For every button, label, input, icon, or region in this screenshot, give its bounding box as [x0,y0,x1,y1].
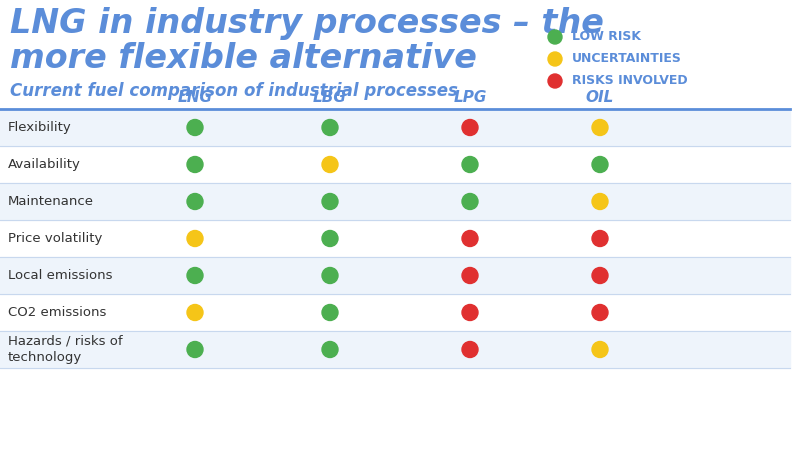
Circle shape [592,342,608,358]
Bar [0,257,790,294]
Circle shape [462,157,478,172]
Circle shape [462,268,478,283]
Circle shape [187,120,203,136]
Circle shape [322,268,338,283]
Circle shape [548,52,562,66]
Circle shape [462,120,478,136]
Text: Flexibility: Flexibility [8,121,72,134]
Bar [0,183,790,220]
Text: LBG: LBG [313,90,347,105]
Circle shape [592,193,608,209]
Text: LNG in industry processes – the: LNG in industry processes – the [10,7,604,40]
Text: CO2 emissions: CO2 emissions [8,306,106,319]
Circle shape [322,120,338,136]
Text: Local emissions: Local emissions [8,269,113,282]
Text: Price volatility: Price volatility [8,232,102,245]
Text: more flexible alternative: more flexible alternative [10,42,477,75]
Text: LOW RISK: LOW RISK [572,30,641,44]
Bar [0,331,790,368]
Circle shape [322,193,338,209]
Circle shape [592,120,608,136]
Circle shape [592,157,608,172]
Text: UNCERTAINTIES: UNCERTAINTIES [572,52,682,66]
Circle shape [462,193,478,209]
Circle shape [187,193,203,209]
Circle shape [322,231,338,247]
Circle shape [592,231,608,247]
Circle shape [592,268,608,283]
Text: OIL: OIL [586,90,614,105]
Text: Availability: Availability [8,158,81,171]
Text: Current fuel comparison of industrial processes: Current fuel comparison of industrial pr… [10,82,458,100]
Circle shape [548,74,562,88]
Text: Maintenance: Maintenance [8,195,94,208]
Circle shape [548,30,562,44]
Circle shape [322,304,338,320]
Circle shape [322,342,338,358]
Text: LNG: LNG [178,90,213,105]
Bar [0,109,790,146]
Circle shape [187,342,203,358]
Circle shape [462,342,478,358]
Text: LPG: LPG [454,90,486,105]
Circle shape [187,157,203,172]
Circle shape [322,157,338,172]
Circle shape [187,231,203,247]
Circle shape [592,304,608,320]
Text: RISKS INVOLVED: RISKS INVOLVED [572,75,688,87]
Circle shape [462,304,478,320]
Circle shape [187,304,203,320]
Circle shape [187,268,203,283]
Text: Hazards / risks of
technology: Hazards / risks of technology [8,334,122,364]
Circle shape [462,231,478,247]
